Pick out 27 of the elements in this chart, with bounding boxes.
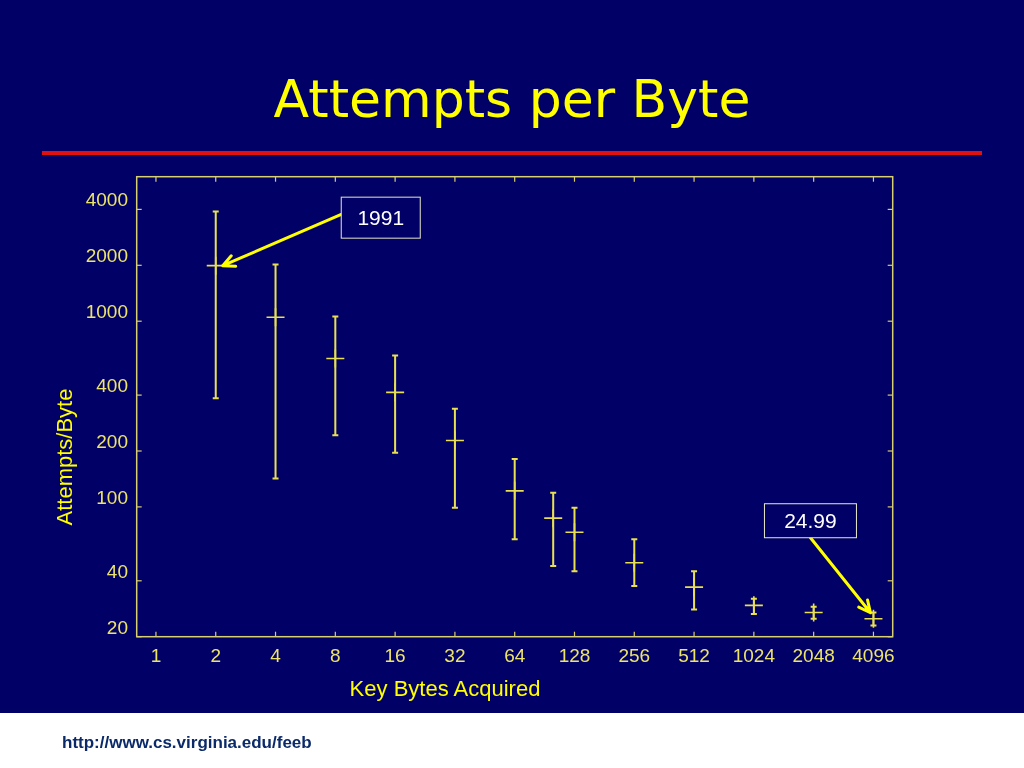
x-tick-label: 1024 <box>732 644 776 666</box>
x-tick-label: 2 <box>210 644 222 666</box>
x-tick-label: 256 <box>618 644 651 666</box>
y-tick-label: 4000 <box>85 189 128 211</box>
y-axis-title: Attempts/Byte <box>51 388 77 526</box>
x-tick-label: 4096 <box>852 644 895 666</box>
x-tick-label: 64 <box>504 644 526 666</box>
x-tick-label: 4 <box>270 644 282 666</box>
y-tick-label: 200 <box>96 430 128 452</box>
y-tick-label: 1000 <box>85 301 128 323</box>
x-tick-label: 128 <box>558 644 591 666</box>
y-tick-label: 100 <box>96 486 128 508</box>
x-tick-label: 32 <box>444 644 466 666</box>
y-tick-label: 400 <box>96 374 128 396</box>
y-tick-label: 20 <box>106 616 128 638</box>
annotation: 24.99 <box>784 509 837 533</box>
x-tick-label: 16 <box>384 644 406 666</box>
text: http://www.cs.virginia.edu/feeb <box>62 733 312 753</box>
chart-title: Attempts per Byte <box>273 69 751 129</box>
x-tick-label: 512 <box>678 644 710 666</box>
x-tick-label: 8 <box>330 644 341 666</box>
x-tick-label: 1 <box>150 644 162 666</box>
y-tick-label: 40 <box>106 560 128 582</box>
x-axis-title: Key Bytes Acquired <box>349 675 541 701</box>
annotation: 1991 <box>357 206 405 230</box>
y-tick-label: 2000 <box>85 245 128 267</box>
x-tick-label: 2048 <box>792 644 835 666</box>
